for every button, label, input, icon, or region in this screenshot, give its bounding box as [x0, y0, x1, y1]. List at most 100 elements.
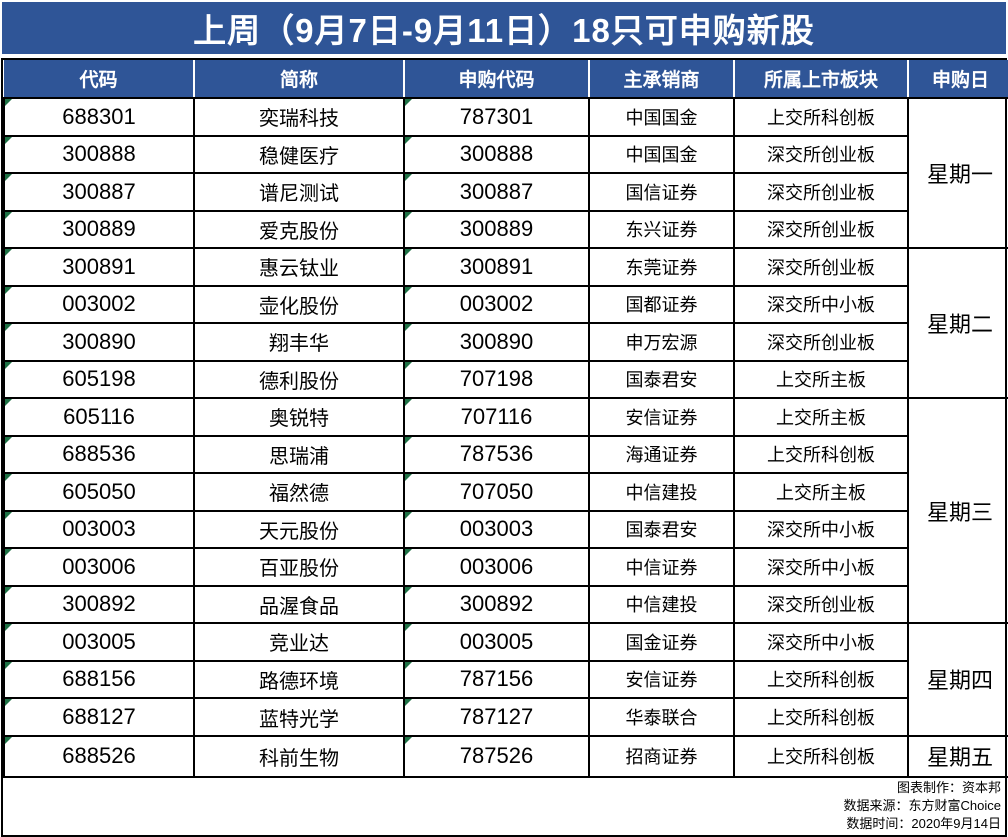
number-as-text-flag-icon — [406, 175, 412, 182]
cell-name-text: 爱克股份 — [259, 220, 339, 243]
cell-sub-code-text: 300888 — [459, 141, 534, 167]
cell-underwriter: 中信建投 — [588, 584, 735, 625]
header-row: 代码 简称 申购代码 主承销商 所属上市板块 申购日 — [4, 60, 1008, 99]
cell-sub-code: 300891 — [403, 247, 590, 287]
cell-name-text: 蓝特光学 — [259, 708, 339, 731]
cell-sub-code: 787156 — [403, 659, 590, 700]
table-row: 688156 路德环境 787156 安信证券 上交所科创板 — [3, 659, 1008, 700]
cell-board-text: 深交所创业板 — [767, 257, 875, 278]
number-as-text-flag-icon — [6, 212, 12, 219]
cell-sub-code: 300887 — [403, 172, 590, 212]
cell-name-text: 稳健医疗 — [259, 145, 339, 168]
cell-sub-code: 707116 — [403, 397, 590, 437]
number-as-text-flag-icon — [406, 550, 412, 557]
number-as-text-flag-icon — [6, 737, 12, 744]
cell-sub-code-text: 787156 — [459, 666, 534, 692]
cell-name: 翔丰华 — [193, 322, 405, 362]
cell-underwriter: 安信证券 — [588, 659, 735, 700]
cell-day: 星期五 — [907, 734, 1008, 779]
cell-board: 上交所主板 — [733, 472, 909, 512]
cell-underwriter-text: 国都证券 — [625, 295, 698, 316]
cell-underwriter-text: 国泰君安 — [625, 520, 698, 541]
cell-underwriter: 华泰联合 — [588, 697, 735, 737]
cell-sub-code: 300892 — [403, 584, 590, 625]
cell-underwriter: 国信证券 — [588, 172, 735, 212]
cell-underwriter-text: 国金证券 — [625, 632, 698, 653]
cell-code-text: 003005 — [62, 628, 136, 654]
cell-sub-code-text: 787301 — [459, 103, 534, 129]
cell-underwriter-text: 东莞证券 — [625, 257, 698, 278]
new-stock-table: 代码 简称 申购代码 主承销商 所属上市板块 申购日 688301 奕瑞科技 787… — [3, 60, 1008, 779]
cell-underwriter-text: 中信证券 — [625, 557, 698, 578]
cell-code: 688156 — [3, 659, 195, 700]
table-row: 605198 德利股份 707198 国泰君安 上交所主板 — [3, 359, 1008, 400]
cell-sub-code: 300890 — [403, 322, 590, 362]
cell-name: 惠云钛业 — [193, 247, 405, 287]
cell-name-text: 奕瑞科技 — [259, 108, 339, 131]
table-row: 688526 科前生物 787526 招商证券 上交所科创板 星期五 — [3, 734, 1008, 779]
cell-sub-code-text: 787127 — [459, 704, 534, 729]
cell-board-text: 上交所科创板 — [767, 708, 875, 728]
number-as-text-flag-icon — [406, 700, 412, 707]
cell-code-text: 688156 — [62, 666, 136, 692]
cell-name-text: 奥锐特 — [269, 408, 329, 431]
number-as-text-flag-icon — [6, 662, 12, 669]
table-row: 688127 蓝特光学 787127 华泰联合 上交所科创板 — [3, 697, 1008, 737]
cell-board: 上交所科创板 — [733, 734, 909, 779]
cell-sub-code: 787536 — [403, 434, 590, 475]
cell-underwriter: 中信证券 — [588, 547, 735, 587]
cell-underwriter: 中信建投 — [588, 472, 735, 512]
cell-underwriter: 东莞证券 — [588, 247, 735, 287]
cell-underwriter: 国泰君安 — [588, 509, 735, 550]
cell-name: 德利股份 — [193, 359, 405, 400]
cell-day: 星期三 — [907, 397, 1008, 625]
cell-name: 科前生物 — [193, 734, 405, 779]
cell-code: 003003 — [3, 509, 195, 550]
table-row: 300892 品渥食品 300892 中信建投 深交所创业板 — [3, 584, 1008, 625]
cell-underwriter-text: 华泰联合 — [625, 708, 698, 728]
cell-sub-code: 787301 — [403, 97, 590, 137]
cell-code-text: 688526 — [62, 743, 136, 769]
cell-sub-code-text: 300890 — [459, 328, 534, 354]
cell-underwriter-text: 招商证券 — [625, 747, 698, 768]
credit-source: 数据来源：东方财富Choice — [843, 798, 1001, 813]
cell-code-text: 605050 — [62, 478, 136, 504]
col-header-name: 简称 — [193, 60, 404, 99]
cell-code: 688536 — [3, 434, 195, 475]
cell-underwriter: 招商证券 — [588, 734, 735, 779]
cell-underwriter: 申万宏源 — [588, 322, 735, 362]
cell-name: 壶化股份 — [193, 284, 405, 325]
cell-board-text: 上交所主板 — [776, 482, 866, 503]
cell-name-text: 路德环境 — [259, 670, 339, 693]
cell-day: 星期四 — [907, 622, 1008, 737]
table-row: 605050 福然德 707050 中信建投 上交所主板 — [3, 472, 1008, 512]
number-as-text-flag-icon — [406, 437, 412, 444]
cell-board-text: 深交所中小板 — [767, 557, 875, 578]
cell-board: 深交所创业板 — [733, 247, 909, 287]
cell-sub-code-text: 003003 — [459, 516, 534, 542]
col-header-code: 代码 — [4, 60, 194, 99]
cell-name: 蓝特光学 — [193, 697, 405, 737]
cell-board-text: 上交所主板 — [776, 370, 866, 391]
cell-name: 百亚股份 — [193, 547, 405, 587]
cell-board-text: 上交所科创板 — [767, 747, 875, 768]
cell-code: 300891 — [3, 247, 195, 287]
number-as-text-flag-icon — [406, 287, 412, 294]
number-as-text-flag-icon — [6, 512, 12, 519]
cell-code: 688127 — [3, 697, 195, 737]
cell-board: 深交所中小板 — [733, 284, 909, 325]
col-header-underwriter: 主承销商 — [588, 60, 734, 99]
cell-code-text: 300887 — [62, 178, 136, 204]
cell-board: 上交所科创板 — [733, 697, 909, 737]
number-as-text-flag-icon — [6, 175, 12, 182]
number-as-text-flag-icon — [406, 475, 412, 482]
cell-name: 路德环境 — [193, 659, 405, 700]
table-row: 300889 爱克股份 300889 东兴证券 深交所创业板 — [3, 209, 1008, 250]
cell-code-text: 605116 — [63, 403, 135, 429]
number-as-text-flag-icon — [406, 737, 412, 744]
cell-code: 003002 — [3, 284, 195, 325]
cell-code: 003005 — [3, 622, 195, 662]
cell-name: 爱克股份 — [193, 209, 405, 250]
number-as-text-flag-icon — [406, 400, 412, 407]
cell-board: 深交所创业板 — [733, 209, 909, 250]
